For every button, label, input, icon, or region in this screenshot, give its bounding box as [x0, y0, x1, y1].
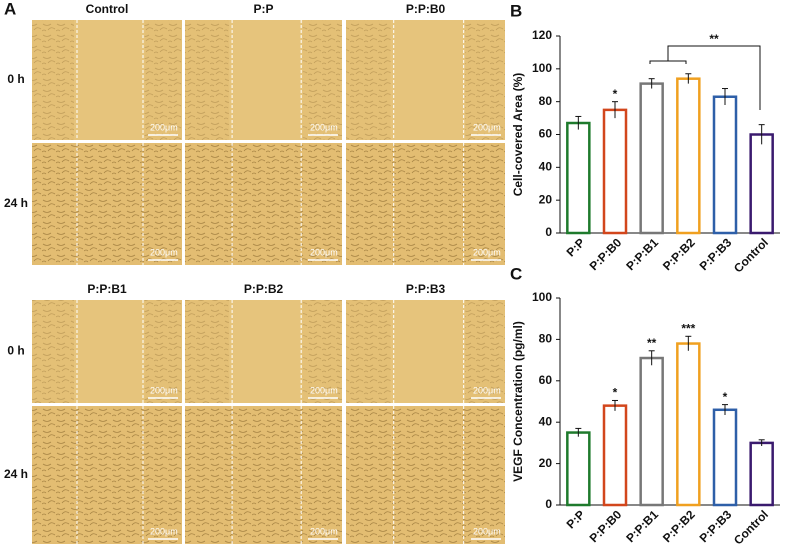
- cell-edge: [302, 20, 342, 140]
- x-tick-label: P:P:B3: [697, 507, 735, 544]
- cell-edge: [465, 300, 505, 403]
- cell-edge: [346, 20, 391, 140]
- y-tick-label: 100: [532, 61, 552, 75]
- y-tick-label: 20: [539, 192, 553, 206]
- x-tick-label: P:P:B2: [660, 235, 698, 273]
- cell-edge: [465, 20, 505, 140]
- scale-bar-label: 200μm: [473, 122, 501, 132]
- x-tick-label: P:P:B0: [587, 507, 625, 544]
- x-tick-label: P:P: [564, 235, 588, 259]
- x-tick-label: Control: [731, 235, 771, 275]
- charts: B Cell-covered Area (%) 0 20 40 60 80 100 120 P:P…: [510, 1, 780, 544]
- scale-bar-label: 200μm: [150, 122, 178, 132]
- significance-bracket: [649, 45, 761, 110]
- scale-bar-label: 200μm: [150, 247, 178, 257]
- x-tick-label: P:P:B3: [697, 235, 735, 273]
- x-tick-label: P:P:B1: [623, 235, 661, 273]
- scale-bar-label: 200μm: [473, 526, 501, 536]
- bar: [566, 431, 591, 507]
- cell-edge: [144, 20, 182, 140]
- significance: **: [647, 336, 657, 350]
- y-tick-label: 60: [539, 127, 553, 141]
- cell-edge: [302, 300, 342, 403]
- row-label: 0 h: [7, 72, 24, 86]
- micrograph: [185, 406, 342, 544]
- significance: **: [709, 32, 719, 46]
- x-tick-label: P:P:B1: [623, 507, 661, 544]
- y-tick-label: 0: [545, 497, 552, 511]
- scale-bar-label: 200μm: [473, 247, 501, 257]
- y-tick-label: 100: [532, 290, 552, 304]
- panel-label: A: [4, 0, 16, 18]
- scale-bar-label: 200μm: [473, 385, 501, 395]
- scale-bar-label: 200μm: [310, 122, 338, 132]
- bar: [566, 121, 591, 235]
- y-tick-label: 60: [539, 373, 553, 387]
- cell-edge: [185, 300, 229, 403]
- panel-label: B: [510, 1, 522, 20]
- significance: *: [613, 87, 618, 101]
- scale-bar-label: 200μm: [310, 247, 338, 257]
- y-axis-label: VEGF Concentration (pg/ml): [511, 321, 525, 482]
- cell-edge: [346, 300, 391, 403]
- column-title: P:P:B1: [87, 282, 127, 296]
- bar: [602, 108, 628, 235]
- significance: ***: [681, 321, 695, 335]
- column-title: P:P: [253, 2, 273, 16]
- row-label: 0 h: [7, 344, 24, 358]
- bar: [676, 342, 701, 507]
- micrograph: [346, 406, 505, 544]
- x-tick-label: P:P:B0: [587, 235, 625, 273]
- y-tick-label: 20: [539, 456, 553, 470]
- scale-bar-label: 200μm: [310, 385, 338, 395]
- micrograph: [346, 143, 505, 265]
- row-label: 24 h: [4, 467, 28, 481]
- row-label: 24 h: [4, 196, 28, 210]
- cell-edge: [32, 20, 74, 140]
- bar: [676, 77, 701, 235]
- significance: *: [723, 390, 728, 404]
- bar: [639, 82, 664, 235]
- y-tick-label: 0: [545, 225, 552, 239]
- bar: [602, 404, 628, 507]
- column-title: P:P:B3: [406, 282, 446, 296]
- column-title: Control: [86, 2, 129, 16]
- micrograph: [32, 406, 182, 544]
- y-tick-label: 40: [539, 160, 553, 174]
- significance: *: [613, 386, 618, 400]
- y-tick-label: 80: [539, 332, 553, 346]
- x-tick-label: P:P: [564, 507, 588, 531]
- micrograph: [185, 143, 342, 265]
- column-title: P:P:B0: [406, 2, 446, 16]
- micrograph-panel: A Control 200μm 200μm P:P 200μm 200μm P:P:B0 200…: [4, 0, 505, 544]
- bar: [749, 441, 774, 507]
- column-title: P:P:B2: [244, 282, 284, 296]
- scale-bar-label: 200μm: [150, 526, 178, 536]
- cell-edge: [32, 300, 74, 403]
- scale-bar-label: 200μm: [310, 526, 338, 536]
- bar: [749, 133, 774, 235]
- y-tick-label: 40: [539, 414, 553, 428]
- micrograph: [32, 143, 182, 265]
- cell-edge: [185, 20, 229, 140]
- x-tick-label: P:P:B2: [660, 507, 698, 544]
- bar: [712, 95, 738, 235]
- y-tick-label: 80: [539, 94, 553, 108]
- scale-bar-label: 200μm: [150, 385, 178, 395]
- bar: [639, 356, 664, 507]
- y-axis-label: Cell-covered Area (%): [511, 73, 525, 197]
- y-tick-label: 120: [532, 28, 552, 42]
- panel-label: C: [510, 264, 522, 283]
- bar: [712, 408, 738, 507]
- cell-edge: [144, 300, 182, 403]
- x-tick-label: Control: [731, 507, 771, 544]
